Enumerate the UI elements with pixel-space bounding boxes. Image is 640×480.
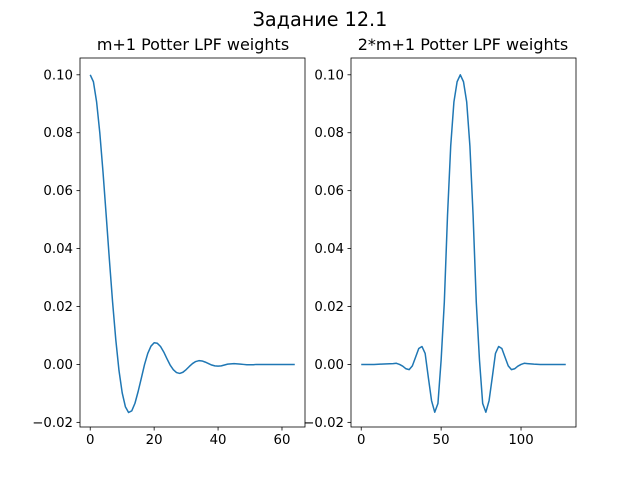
right-ytick-label: 0.06 — [314, 184, 344, 199]
left-series-line — [89, 74, 295, 414]
left-ytick-label: 0.02 — [43, 300, 73, 315]
right-xtick-label: 100 — [508, 433, 533, 448]
left-ytick-label: 0.04 — [43, 242, 73, 257]
left-xtick-label: 20 — [146, 433, 163, 448]
right-ytick-label: 0.02 — [314, 300, 344, 315]
left-ytick-label: −0.02 — [32, 416, 73, 431]
left-xtick-label: 0 — [86, 433, 94, 448]
figure-suptitle: Задание 12.1 — [253, 8, 388, 31]
left-ytick-label: 0.00 — [43, 358, 73, 373]
left-ytick-label: 0.08 — [43, 126, 73, 141]
right-ytick-label: 0.08 — [314, 126, 344, 141]
right-xtick-label: 0 — [357, 433, 365, 448]
left-xtick-label: 40 — [210, 433, 227, 448]
right-ytick-label: 0.04 — [314, 242, 344, 257]
right-subplot-title: 2*m+1 Potter LPF weights — [358, 35, 569, 54]
right-ytick-label: 0.00 — [314, 358, 344, 373]
left-ytick-label: 0.10 — [43, 68, 73, 83]
left-xtick-label: 60 — [274, 433, 291, 448]
left-ytick-label: 0.06 — [43, 184, 73, 199]
left-subplot: m+1 Potter LPF weights 0 20 40 60−0.020.000… — [32, 35, 306, 448]
right-axes-frame — [350, 57, 577, 428]
right-xtick-label: 50 — [433, 433, 450, 448]
left-axes-frame — [79, 57, 306, 428]
right-plot-area: 0 50 100 −0.02 0.00 0.02 0.04 0.06 0.08 0.10 — [303, 57, 577, 448]
left-plot-area: 0 20 40 60 −0.02 0.00 0.02 0.04 0.06 0.08 0.10 — [32, 57, 306, 448]
right-series-line — [361, 74, 566, 413]
left-subplot-title: m+1 Potter LPF weights — [97, 35, 289, 54]
right-subplot: 2*m+1 Potter LPF weights 0 50 100 −0.02 0.00… — [303, 35, 577, 448]
right-ytick-label: −0.02 — [303, 416, 344, 431]
right-ytick-label: 0.10 — [314, 68, 344, 83]
